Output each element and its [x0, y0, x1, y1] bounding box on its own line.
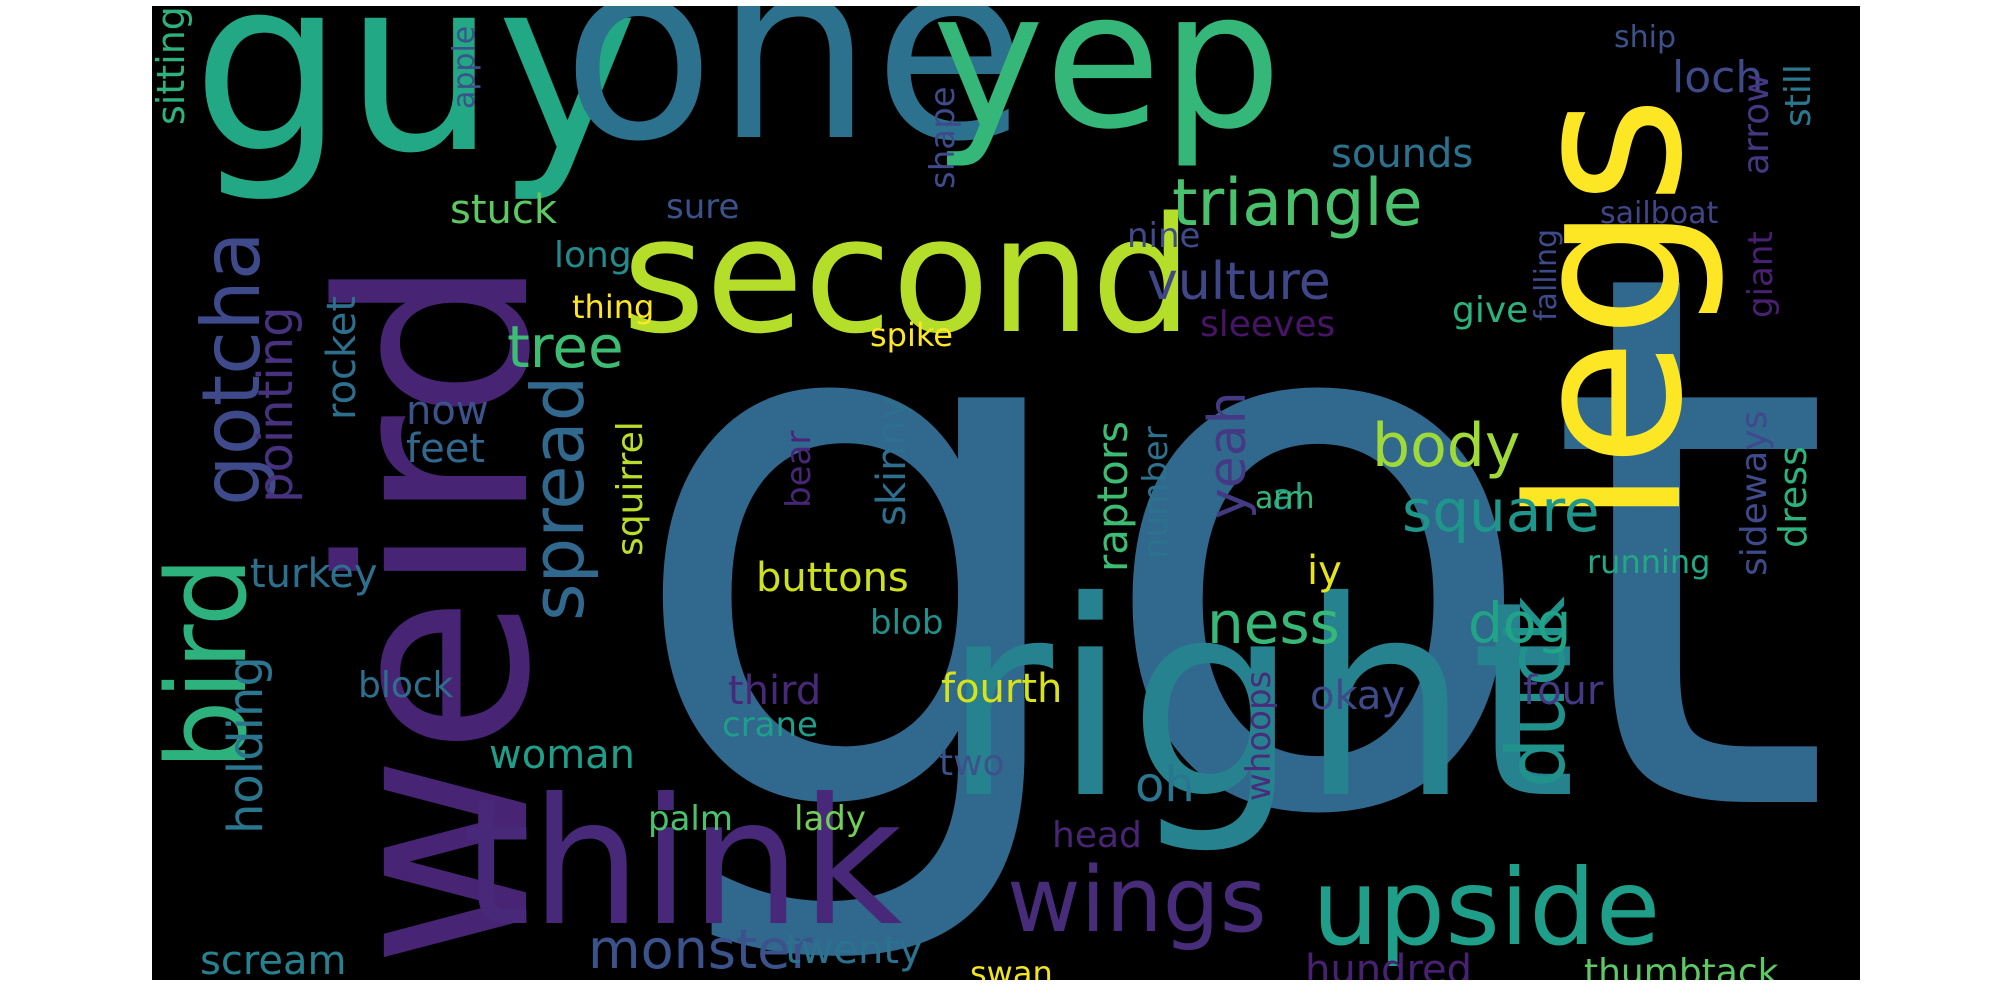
- word-twenty: twenty: [785, 927, 923, 973]
- word-fourth: fourth: [941, 666, 1063, 712]
- word-four: four: [1523, 668, 1604, 714]
- word-scream: scream: [200, 938, 347, 980]
- word-sideways: sideways: [1734, 410, 1775, 576]
- word-head: head: [1052, 815, 1142, 856]
- word-turkey: turkey: [250, 551, 378, 597]
- word-rocket: rocket: [319, 295, 365, 420]
- word-apple: apple: [447, 25, 482, 109]
- word-raptors: raptors: [1088, 421, 1137, 572]
- word-lady: lady: [794, 799, 866, 839]
- word-shape: shape: [923, 86, 963, 189]
- word-bear: bear: [779, 430, 819, 508]
- word-whoops: whoops: [1239, 670, 1279, 801]
- word-pointing: pointing: [248, 306, 304, 503]
- word-spread: spread: [516, 375, 600, 621]
- word-woman: woman: [489, 732, 636, 778]
- word-palm: palm: [648, 799, 733, 839]
- word-monster: monster: [588, 918, 813, 980]
- word-give: give: [1452, 290, 1529, 331]
- word-triangle: triangle: [1172, 166, 1423, 241]
- word-square: square: [1402, 477, 1600, 545]
- word-arm: arm: [1255, 481, 1315, 516]
- word-one: one: [562, 6, 1028, 196]
- word-number: number: [1136, 426, 1176, 559]
- word-yep: yep: [932, 6, 1282, 171]
- word-squirrel: squirrel: [610, 421, 651, 556]
- word-spike: spike: [870, 316, 953, 354]
- word-ness: ness: [1207, 589, 1340, 657]
- word-loch: loch: [1672, 52, 1764, 103]
- word-al: al: [1272, 477, 1305, 518]
- word-oh: oh: [1135, 757, 1195, 813]
- word-second: second: [622, 182, 1193, 369]
- word-guy: guy: [192, 6, 639, 206]
- word-upside: upside: [1312, 847, 1661, 969]
- word-swan: swan: [970, 954, 1053, 980]
- word-crane: crane: [722, 705, 818, 745]
- word-holding: holding: [218, 656, 274, 834]
- word-sure: sure: [666, 187, 740, 227]
- word-sounds: sounds: [1331, 131, 1474, 177]
- word-dog: dog: [1468, 591, 1572, 655]
- word-buttons: buttons: [756, 555, 909, 601]
- word-sailboat: sailboat: [1600, 196, 1719, 231]
- word-cloud: got right weird guy one yep legs think second bir…: [152, 6, 1860, 980]
- word-long: long: [554, 235, 632, 276]
- word-skinny: skinny: [869, 396, 915, 527]
- word-iy: iy: [1307, 548, 1342, 594]
- word-okay: okay: [1310, 673, 1406, 719]
- word-feet: feet: [406, 426, 485, 472]
- word-vulture: vulture: [1147, 252, 1331, 312]
- word-body: body: [1372, 411, 1521, 481]
- word-arrow: arrow: [1736, 73, 1777, 175]
- word-block: block: [358, 665, 454, 706]
- word-think: think: [462, 762, 903, 965]
- word-still: still: [1778, 64, 1819, 127]
- word-yeah: yeah: [1198, 391, 1258, 519]
- word-ship: ship: [1614, 20, 1677, 55]
- word-right: right: [942, 543, 1577, 858]
- word-nine: nine: [1127, 216, 1201, 256]
- word-running: running: [1587, 543, 1711, 581]
- word-wings: wings: [1007, 848, 1267, 953]
- word-hundred: hundred: [1305, 947, 1473, 980]
- word-dress: dress: [1771, 446, 1815, 548]
- word-falling: falling: [1529, 228, 1564, 321]
- word-giant: giant: [1741, 231, 1781, 318]
- word-tree: tree: [507, 313, 624, 381]
- word-sleeves: sleeves: [1200, 304, 1336, 345]
- word-sitting: sitting: [152, 6, 193, 125]
- word-thumbtack: thumbtack: [1584, 952, 1779, 981]
- word-now: now: [406, 388, 489, 434]
- word-two: two: [939, 743, 1005, 784]
- word-stuck: stuck: [450, 187, 558, 233]
- word-third: third: [728, 668, 822, 714]
- word-thing: thing: [572, 288, 655, 326]
- word-got: got: [622, 115, 1835, 977]
- word-blob: blob: [870, 603, 944, 643]
